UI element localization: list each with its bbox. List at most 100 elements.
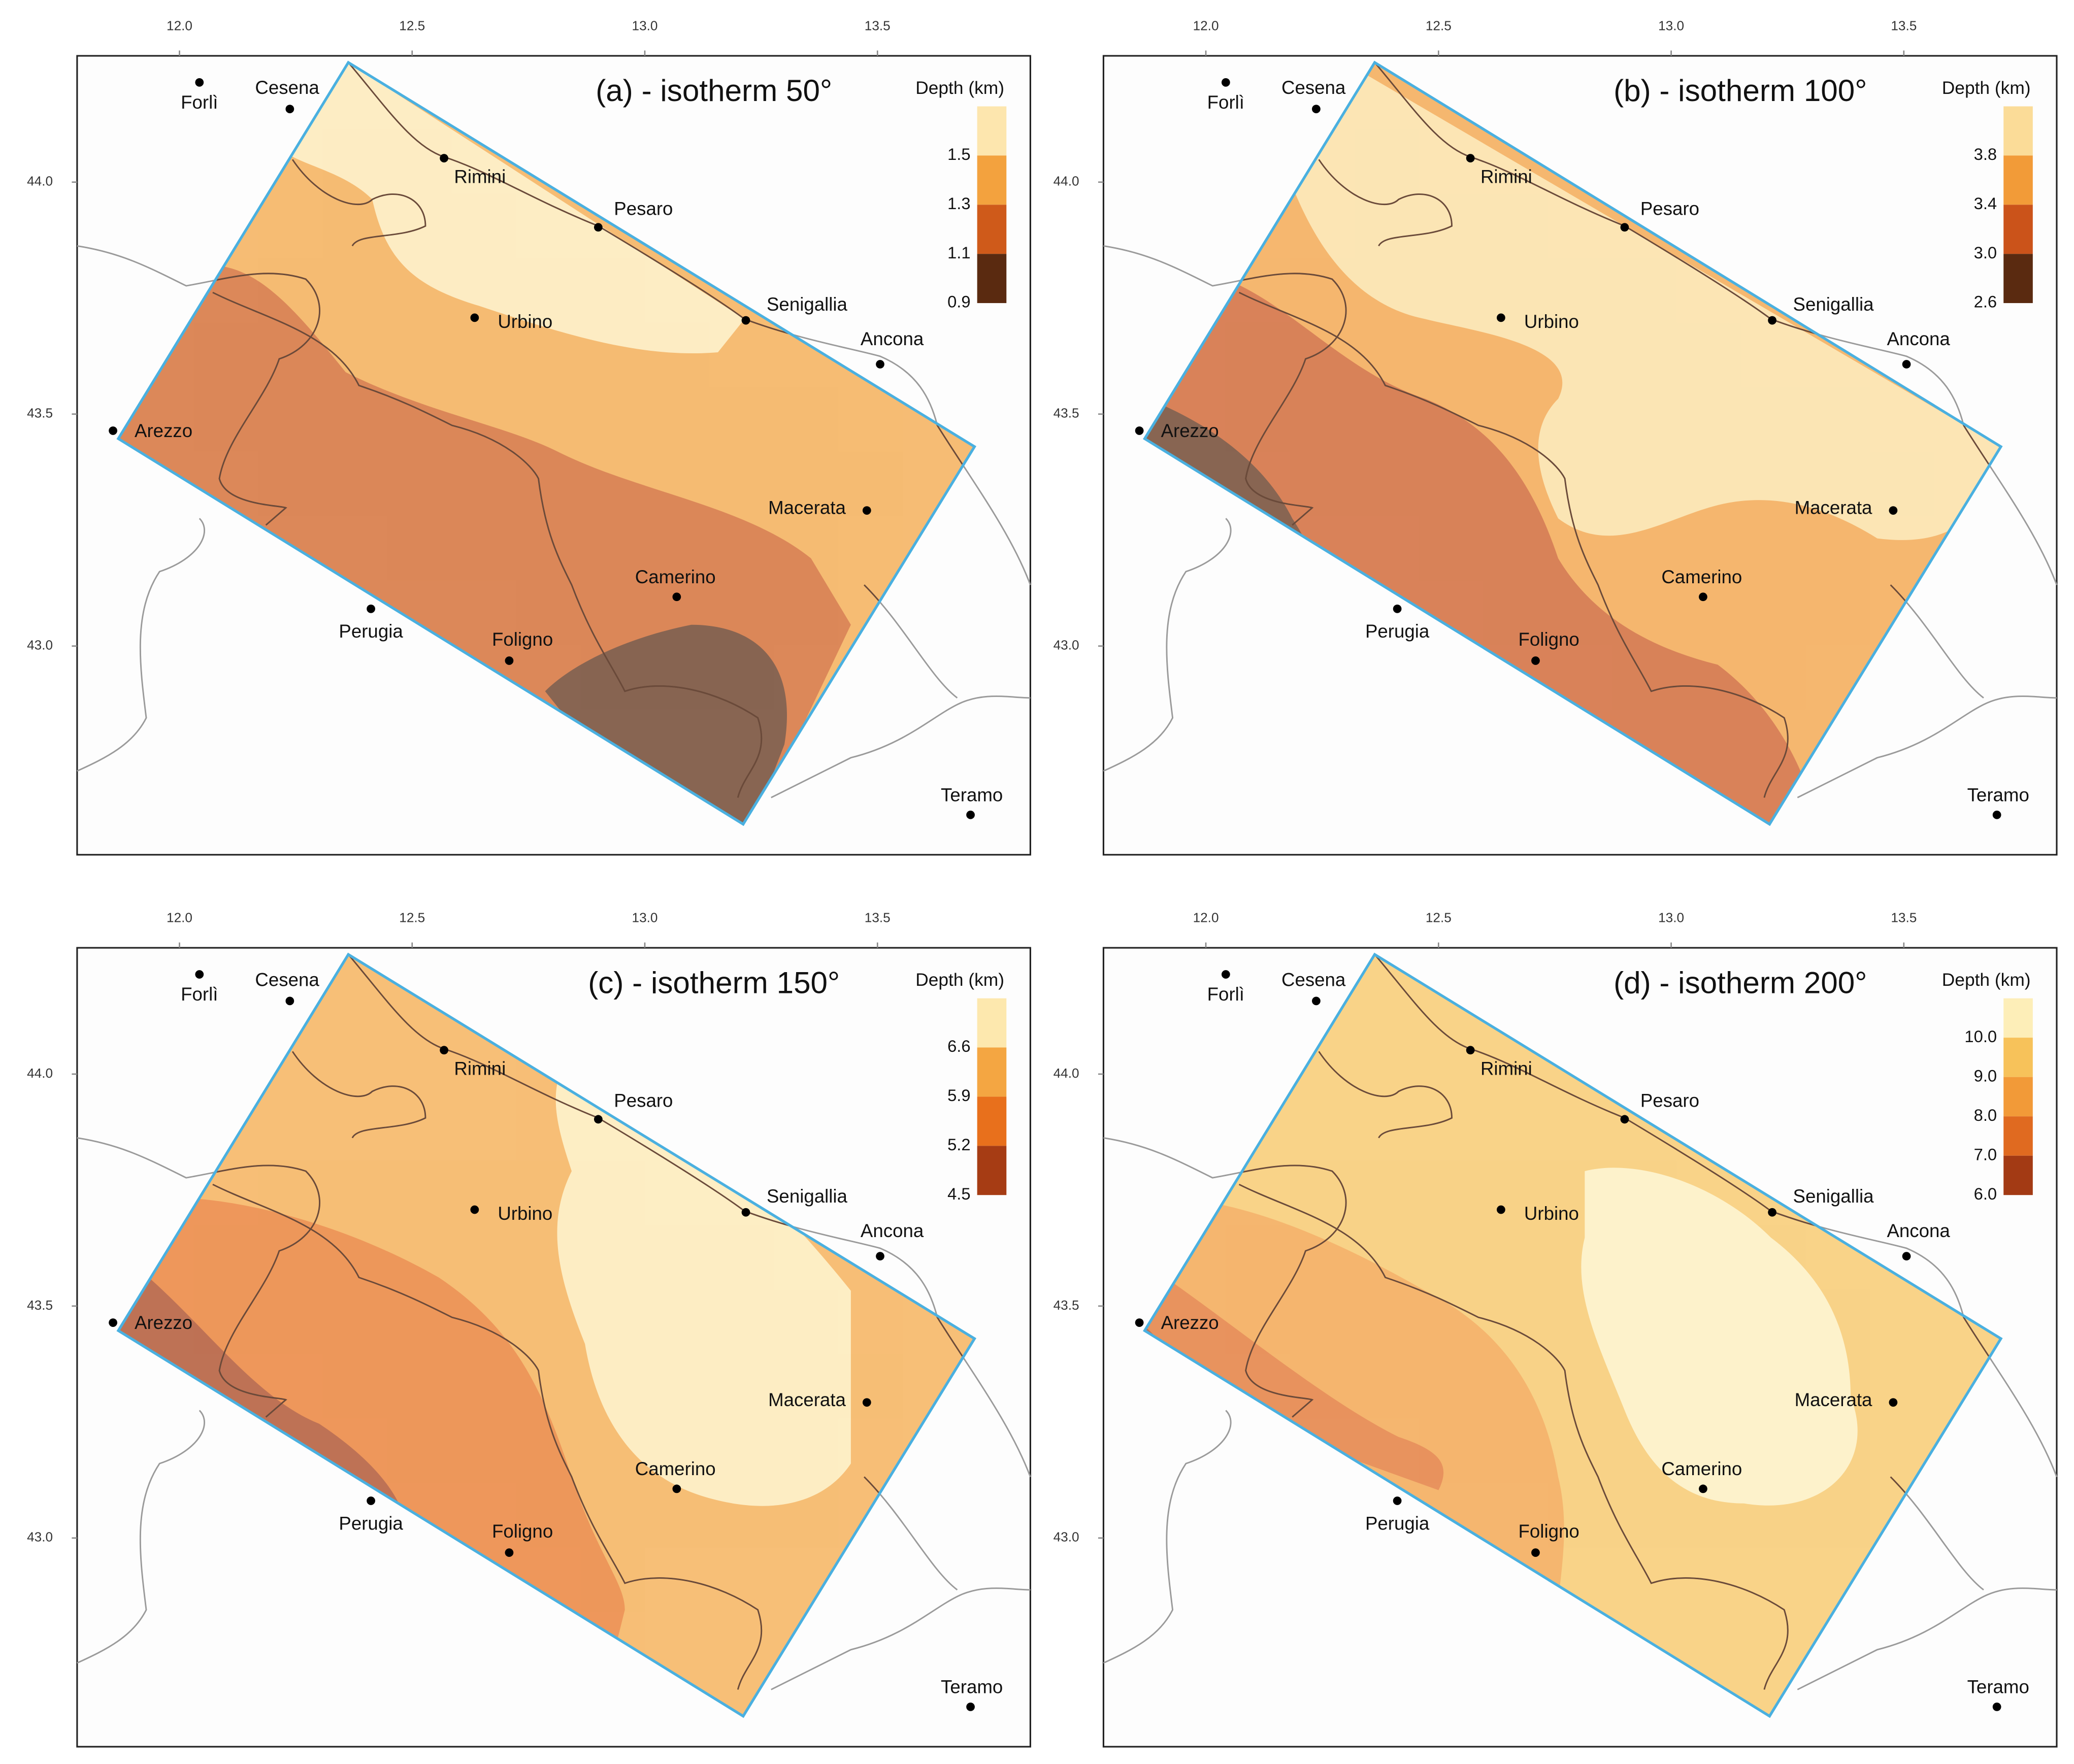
legend-swatch bbox=[2003, 998, 2033, 1038]
city-marker bbox=[505, 656, 514, 665]
legend-swatch bbox=[2003, 106, 2033, 156]
panel-title: (c) - isotherm 150° bbox=[588, 965, 840, 1000]
x-tick-label: 12.0 bbox=[167, 18, 192, 33]
depth-band bbox=[1292, 62, 2001, 540]
y-tick-label: 43.5 bbox=[27, 1297, 53, 1313]
city-marker bbox=[285, 105, 294, 114]
city-marker bbox=[1992, 810, 2001, 819]
region-border bbox=[771, 695, 1031, 798]
study-area bbox=[116, 60, 977, 826]
city-marker bbox=[966, 1703, 975, 1711]
city-marker bbox=[1466, 1046, 1475, 1055]
region-border bbox=[77, 518, 205, 772]
city-marker bbox=[195, 970, 204, 979]
y-tick-label: 43.5 bbox=[1054, 1297, 1079, 1313]
y-tick-label: 43.0 bbox=[1054, 1529, 1079, 1545]
y-tick-label: 44.0 bbox=[1054, 1066, 1079, 1081]
legend-label: 5.9 bbox=[947, 1086, 970, 1105]
city-marker bbox=[1768, 1208, 1776, 1217]
x-tick-label: 12.5 bbox=[399, 910, 425, 925]
y-tick-label: 43.5 bbox=[1054, 406, 1079, 421]
city-label: Ancona bbox=[1887, 328, 1950, 349]
x-tick-label: 13.0 bbox=[1658, 18, 1684, 33]
city-label: Urbino bbox=[1524, 311, 1579, 332]
city-marker bbox=[1699, 1484, 1707, 1493]
city-marker bbox=[1497, 313, 1505, 322]
city-marker bbox=[1531, 656, 1540, 665]
region-border bbox=[1103, 1410, 1232, 1664]
legend-label: 6.0 bbox=[1974, 1184, 1997, 1203]
y-tick-label: 43.0 bbox=[27, 1529, 53, 1545]
city-label: Senigallia bbox=[767, 294, 848, 315]
city-marker bbox=[1221, 78, 1230, 87]
city-marker bbox=[594, 1115, 603, 1124]
city-label: Pesaro bbox=[614, 1090, 673, 1111]
city-marker bbox=[1531, 1548, 1540, 1557]
region-border bbox=[1797, 1587, 2057, 1690]
study-area bbox=[1143, 60, 2003, 826]
x-tick-label: 13.5 bbox=[1891, 18, 1917, 33]
panel-title: (d) - isotherm 200° bbox=[1614, 965, 1867, 1000]
depth-band bbox=[545, 624, 787, 824]
city-marker bbox=[672, 592, 681, 602]
city-marker bbox=[741, 1208, 750, 1217]
city-label: Rimini bbox=[1480, 167, 1532, 187]
city-label: Camerino bbox=[1661, 1458, 1742, 1479]
legend-label: 3.8 bbox=[1974, 145, 1997, 163]
legend-swatch bbox=[2003, 155, 2033, 205]
city-label: Macerata bbox=[1795, 1389, 1872, 1410]
legend-label: 5.2 bbox=[947, 1135, 970, 1154]
city-marker bbox=[1699, 592, 1707, 602]
city-marker bbox=[594, 223, 603, 232]
legend-swatch bbox=[2003, 1116, 2033, 1156]
city-label: Perugia bbox=[1365, 621, 1430, 642]
city-label: Perugia bbox=[1365, 1513, 1430, 1534]
city-marker bbox=[1135, 1318, 1144, 1327]
region-border bbox=[1103, 518, 1232, 772]
map-panel: 12.0 12.5 13.0 13.5 44.0 43.5 43.0 Forlì Cesena R… bbox=[1054, 910, 2058, 1748]
city-marker bbox=[672, 1484, 681, 1493]
panel-title: (b) - isotherm 100° bbox=[1614, 73, 1867, 108]
x-tick-label: 13.5 bbox=[865, 18, 891, 33]
legend-title: Depth (km) bbox=[1942, 78, 2031, 98]
city-marker bbox=[1768, 316, 1776, 325]
city-marker bbox=[1992, 1703, 2001, 1711]
x-tick-label: 12.0 bbox=[1193, 910, 1219, 925]
legend-swatch bbox=[977, 998, 1007, 1048]
study-area bbox=[1143, 952, 2003, 1718]
city-marker bbox=[367, 1496, 375, 1505]
region-border bbox=[291, 159, 426, 247]
region-border bbox=[212, 291, 763, 798]
city-label: Cesena bbox=[255, 969, 319, 990]
city-label: Forlì bbox=[181, 92, 218, 113]
city-label: Foligno bbox=[1519, 1521, 1579, 1542]
city-label: Senigallia bbox=[1793, 294, 1874, 315]
legend-label: 10.0 bbox=[1964, 1027, 1997, 1046]
x-tick-label: 12.5 bbox=[1426, 910, 1452, 925]
city-label: Urbino bbox=[498, 1203, 552, 1224]
city-marker bbox=[195, 78, 204, 87]
region-border bbox=[291, 1051, 426, 1139]
x-tick-label: 12.5 bbox=[399, 18, 425, 33]
city-marker bbox=[470, 313, 479, 322]
city-label: Macerata bbox=[768, 497, 846, 518]
x-tick-label: 12.0 bbox=[1193, 18, 1219, 33]
city-label: Camerino bbox=[1661, 567, 1742, 587]
region-border bbox=[77, 1410, 205, 1664]
city-marker bbox=[1889, 506, 1898, 515]
city-marker bbox=[862, 506, 871, 515]
city-label: Cesena bbox=[1281, 77, 1346, 98]
depth-band bbox=[285, 62, 745, 353]
study-area bbox=[116, 952, 977, 1718]
city-marker bbox=[1393, 1496, 1402, 1505]
y-tick-label: 43.0 bbox=[27, 638, 53, 653]
depth-band bbox=[118, 1264, 399, 1504]
city-marker bbox=[440, 1046, 448, 1055]
city-marker bbox=[1393, 604, 1402, 613]
region-border bbox=[1318, 159, 1453, 247]
map-panel: 12.0 12.5 13.0 13.5 44.0 43.5 43.0 Forlì Cesena R… bbox=[1054, 18, 2058, 856]
region-border bbox=[212, 1183, 763, 1690]
legend-label: 4.5 bbox=[947, 1184, 970, 1203]
city-label: Senigallia bbox=[767, 1186, 848, 1207]
